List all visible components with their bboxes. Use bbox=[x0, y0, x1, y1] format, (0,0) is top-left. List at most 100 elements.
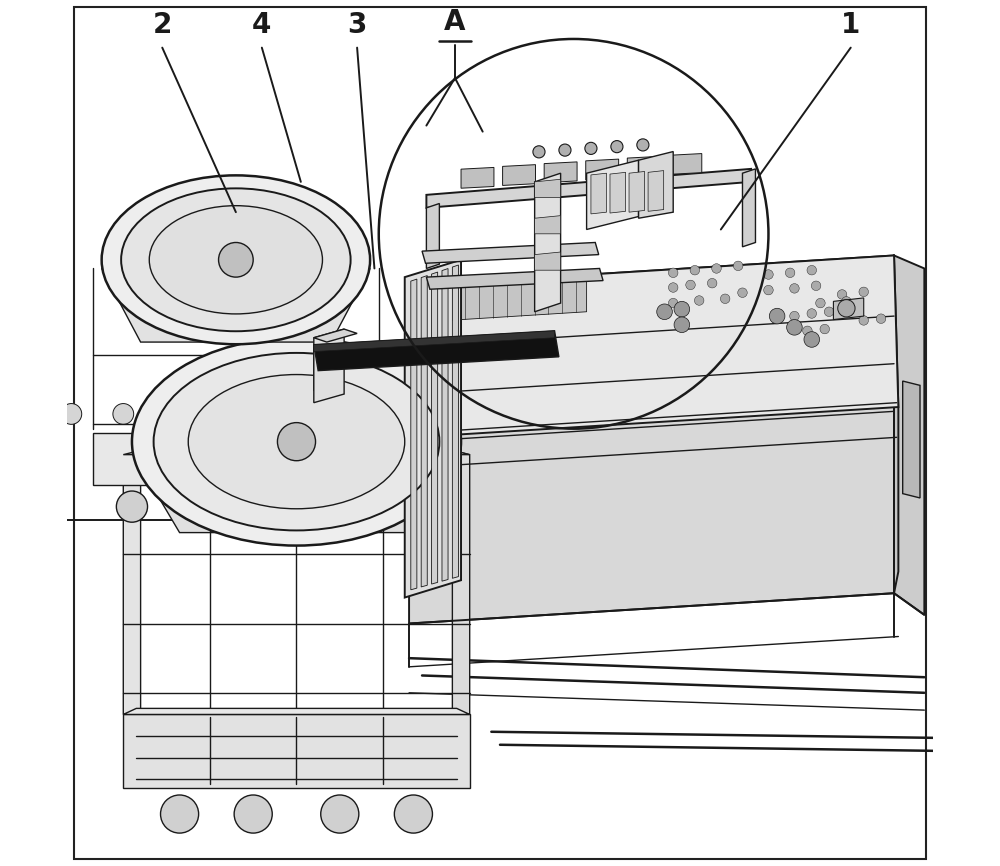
Ellipse shape bbox=[149, 206, 322, 314]
Circle shape bbox=[674, 301, 690, 317]
Circle shape bbox=[837, 289, 847, 300]
Polygon shape bbox=[426, 204, 439, 268]
Polygon shape bbox=[535, 179, 561, 197]
Circle shape bbox=[859, 287, 868, 296]
Polygon shape bbox=[123, 708, 470, 714]
Polygon shape bbox=[409, 255, 898, 437]
Circle shape bbox=[668, 268, 678, 277]
Ellipse shape bbox=[132, 338, 461, 546]
Polygon shape bbox=[123, 714, 470, 788]
Circle shape bbox=[807, 265, 817, 275]
Circle shape bbox=[764, 286, 773, 294]
Circle shape bbox=[838, 300, 855, 317]
Polygon shape bbox=[544, 162, 577, 183]
Circle shape bbox=[255, 491, 286, 522]
Polygon shape bbox=[639, 152, 673, 218]
Polygon shape bbox=[426, 169, 751, 208]
Circle shape bbox=[842, 296, 851, 306]
Polygon shape bbox=[894, 255, 898, 593]
Circle shape bbox=[769, 308, 785, 324]
Circle shape bbox=[804, 332, 820, 347]
Polygon shape bbox=[448, 273, 587, 320]
Ellipse shape bbox=[102, 175, 370, 345]
Polygon shape bbox=[669, 153, 702, 174]
Circle shape bbox=[764, 269, 773, 279]
Circle shape bbox=[668, 298, 678, 308]
Circle shape bbox=[116, 491, 148, 522]
Polygon shape bbox=[591, 173, 607, 214]
Circle shape bbox=[674, 317, 690, 333]
Circle shape bbox=[803, 326, 812, 336]
Text: 4: 4 bbox=[252, 11, 272, 39]
Polygon shape bbox=[102, 268, 370, 342]
Circle shape bbox=[811, 281, 821, 291]
Polygon shape bbox=[627, 157, 660, 178]
Polygon shape bbox=[314, 339, 335, 391]
Text: 2: 2 bbox=[153, 11, 172, 39]
Polygon shape bbox=[461, 167, 494, 188]
Circle shape bbox=[785, 268, 795, 277]
Circle shape bbox=[720, 294, 730, 304]
Polygon shape bbox=[535, 173, 561, 312]
Circle shape bbox=[219, 242, 253, 277]
Circle shape bbox=[186, 491, 217, 522]
Circle shape bbox=[321, 795, 359, 833]
Polygon shape bbox=[452, 450, 470, 714]
Circle shape bbox=[690, 265, 700, 275]
Polygon shape bbox=[648, 171, 664, 211]
Ellipse shape bbox=[154, 353, 439, 530]
Circle shape bbox=[686, 281, 695, 289]
Circle shape bbox=[816, 298, 825, 308]
Polygon shape bbox=[314, 331, 555, 352]
Circle shape bbox=[820, 325, 830, 334]
Polygon shape bbox=[503, 165, 536, 185]
Circle shape bbox=[585, 142, 597, 154]
Text: 3: 3 bbox=[347, 11, 367, 39]
Polygon shape bbox=[123, 450, 141, 714]
Polygon shape bbox=[894, 255, 924, 615]
Circle shape bbox=[533, 145, 545, 158]
Text: A: A bbox=[444, 9, 466, 36]
Circle shape bbox=[707, 279, 717, 288]
Circle shape bbox=[787, 320, 802, 335]
Polygon shape bbox=[452, 265, 458, 578]
Circle shape bbox=[559, 144, 571, 156]
Polygon shape bbox=[132, 452, 461, 533]
Polygon shape bbox=[442, 268, 448, 581]
Polygon shape bbox=[587, 160, 639, 229]
Polygon shape bbox=[426, 268, 603, 289]
Polygon shape bbox=[833, 298, 864, 320]
Circle shape bbox=[61, 404, 82, 424]
Circle shape bbox=[790, 312, 799, 321]
Circle shape bbox=[712, 263, 721, 274]
Ellipse shape bbox=[188, 374, 405, 509]
Ellipse shape bbox=[121, 189, 351, 332]
Circle shape bbox=[694, 295, 704, 306]
Circle shape bbox=[324, 491, 355, 522]
Circle shape bbox=[277, 423, 316, 461]
Circle shape bbox=[738, 288, 747, 298]
Polygon shape bbox=[123, 450, 470, 455]
Polygon shape bbox=[314, 329, 357, 342]
Circle shape bbox=[390, 404, 411, 424]
Polygon shape bbox=[411, 279, 417, 590]
Polygon shape bbox=[742, 169, 755, 247]
Circle shape bbox=[338, 404, 359, 424]
Polygon shape bbox=[629, 171, 645, 212]
Polygon shape bbox=[586, 159, 619, 180]
Polygon shape bbox=[405, 260, 461, 598]
Circle shape bbox=[807, 308, 817, 319]
Circle shape bbox=[859, 315, 868, 326]
Circle shape bbox=[657, 304, 672, 320]
Text: 1: 1 bbox=[841, 11, 860, 39]
Polygon shape bbox=[432, 272, 438, 584]
Circle shape bbox=[394, 795, 432, 833]
Circle shape bbox=[161, 795, 199, 833]
Polygon shape bbox=[314, 329, 344, 403]
Circle shape bbox=[611, 140, 623, 152]
Circle shape bbox=[637, 139, 649, 151]
Polygon shape bbox=[422, 242, 599, 263]
Polygon shape bbox=[93, 433, 379, 485]
Circle shape bbox=[733, 262, 743, 271]
Polygon shape bbox=[535, 252, 561, 270]
